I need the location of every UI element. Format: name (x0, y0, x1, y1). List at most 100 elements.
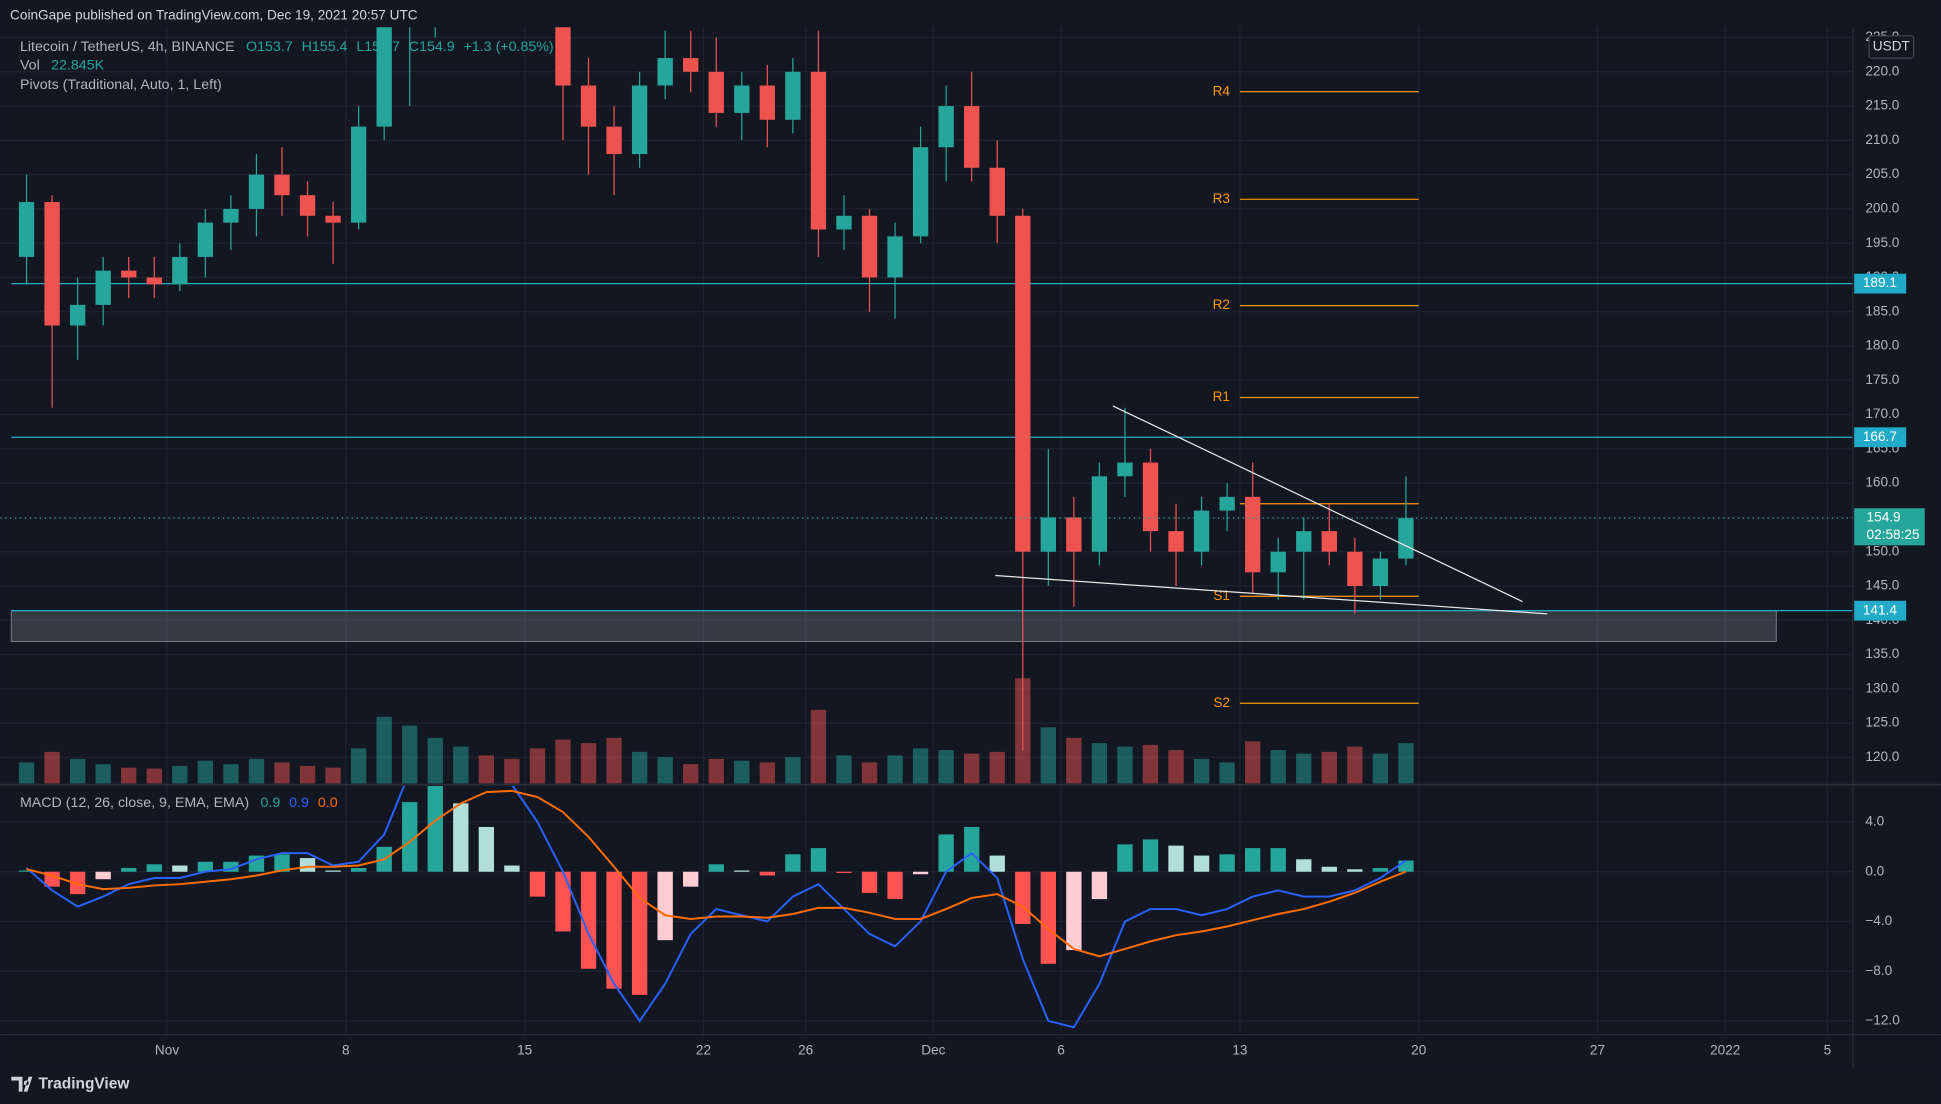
macd-tick-label: −4.0 (1865, 913, 1892, 928)
y-tick-label: 120.0 (1865, 749, 1899, 764)
currency[interactable]: USDT (1873, 39, 1910, 54)
candle-body (248, 174, 265, 209)
volume-bar (989, 751, 1005, 784)
pivot-label: S1 (1213, 588, 1230, 603)
volume-value: 22.845K (51, 57, 104, 73)
candle-body (912, 147, 929, 237)
macd-histogram-bar (427, 785, 443, 872)
candle-body (708, 71, 724, 113)
macd-histogram-bar (1066, 871, 1082, 951)
volume-bar (146, 768, 162, 784)
macd-histogram-bar (657, 871, 673, 941)
macd-histogram-bar (964, 826, 980, 872)
macd-histogram-bar (631, 871, 648, 995)
macd-histogram-bar (810, 848, 827, 872)
volume-bar (606, 737, 622, 784)
macd-histogram-bar (18, 870, 35, 872)
volume-bar (1040, 727, 1056, 784)
ohlc-low: L152.7 (356, 39, 400, 55)
candle-body (274, 174, 290, 196)
y-tick-label: 150.0 (1865, 543, 1899, 558)
symbol-legend: Litecoin / TetherUS, 4h, BINANCE O153.7 … (20, 39, 554, 55)
candle-body (69, 304, 86, 326)
pivot-label: S2 (1213, 695, 1230, 710)
candle-body (1398, 518, 1414, 559)
x-tick-label: 13 (1232, 1042, 1247, 1057)
volume-bar (1219, 762, 1235, 784)
macd-histogram-bar (759, 871, 775, 876)
volume-bar (376, 716, 392, 784)
currency-box[interactable] (1868, 35, 1915, 59)
macd-histogram-bar (1142, 839, 1159, 872)
candle-body (1142, 462, 1159, 532)
volume-bar (529, 748, 546, 784)
signal-line (26, 789, 1407, 958)
volume-bar (631, 751, 648, 784)
candle-body (197, 222, 214, 257)
volume-legend: Vol 22.845K (20, 57, 105, 73)
hist-value: 0.9 (261, 795, 281, 811)
level-label: 141.4 (1863, 602, 1897, 617)
macd-histogram-bar (683, 871, 699, 887)
macd-histogram-bar (989, 855, 1005, 872)
candle-body (1117, 462, 1133, 477)
macd-histogram-bar (1398, 860, 1414, 872)
candle-body (785, 71, 801, 120)
macd-title: MACD (12, 26, close, 9, EMA, EMA) (20, 795, 249, 811)
macd-histogram-bar (1347, 869, 1363, 872)
macd-histogram-bar (453, 803, 469, 872)
x-tick-label: 2022 (1710, 1042, 1740, 1057)
candle-body (1321, 531, 1337, 552)
candle-body (683, 58, 699, 72)
volume-bar (1245, 741, 1261, 784)
macd-histogram-bar (555, 871, 571, 932)
y-tick-label: 210.0 (1865, 132, 1899, 147)
macd-pane (18, 785, 1414, 1029)
y-tick-label: 185.0 (1865, 303, 1899, 318)
candle-body (657, 58, 673, 86)
candle-body (121, 270, 137, 278)
candle-body (1193, 510, 1210, 552)
candle-body (836, 215, 852, 230)
candle-body (938, 106, 954, 148)
x-tick-label: 6 (1057, 1042, 1065, 1057)
footer: TradingView (0, 1066, 1941, 1104)
candle-body (172, 256, 188, 285)
volume-bar (708, 758, 724, 784)
legend: CoinGape published on TradingView.com, D… (10, 8, 1915, 811)
volume-bar (1372, 753, 1389, 784)
macd-histogram-bar (529, 871, 546, 897)
macd-line (25, 785, 1407, 1029)
volume-bar (580, 743, 597, 784)
y-tick-label: 180.0 (1865, 338, 1899, 353)
y-tick-label: 170.0 (1865, 406, 1899, 421)
pivot-label: R4 (1213, 83, 1231, 98)
macd-histogram-bar (1296, 859, 1312, 872)
pivots-legend: Pivots (Traditional, Auto, 1, Left) (20, 77, 222, 93)
macd-histogram-bar (121, 868, 137, 872)
support-zone (10, 610, 1777, 643)
macd-histogram-bar (1321, 866, 1337, 872)
macd-histogram-bar (785, 854, 801, 872)
macd-histogram-bar (887, 871, 903, 900)
symbol: Litecoin / TetherUS, 4h, BINANCE (20, 39, 235, 55)
x-tick-label: 26 (798, 1042, 813, 1057)
volume-bar (683, 764, 699, 784)
y-tick-label: 200.0 (1865, 201, 1899, 216)
x-tick-label: 27 (1590, 1042, 1605, 1057)
candle-body (44, 202, 60, 326)
macd-histogram-bar (146, 864, 162, 872)
trendlines (995, 405, 1548, 615)
macd-histogram-bar (1015, 871, 1031, 924)
footer-bg (0, 1066, 1941, 1104)
volume-bar (1142, 744, 1159, 784)
macd-histogram-bar (1168, 845, 1184, 872)
volume-bar (248, 758, 265, 784)
volume-bar (887, 755, 903, 784)
x-tick-label: 8 (342, 1042, 350, 1057)
level-label: 189.1 (1863, 275, 1897, 290)
macd-legend: MACD (12, 26, close, 9, EMA, EMA) 0.9 0.… (20, 795, 338, 811)
y-tick-label: 130.0 (1865, 680, 1899, 695)
